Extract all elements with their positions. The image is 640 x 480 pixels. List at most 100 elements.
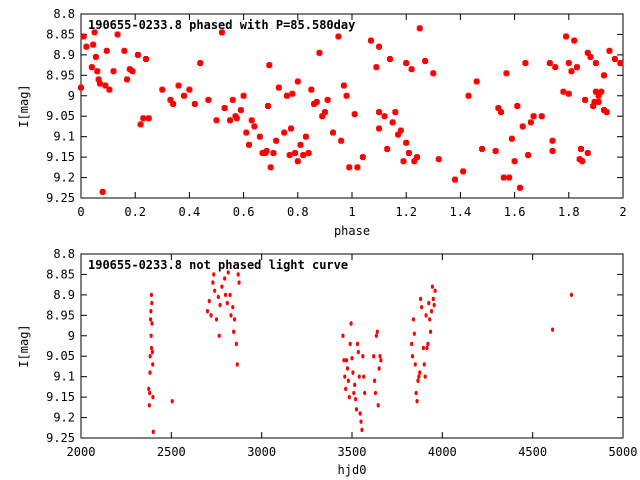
data-point	[582, 96, 589, 103]
data-point	[305, 150, 312, 157]
data-point	[302, 133, 309, 140]
data-point	[511, 158, 518, 165]
data-point	[212, 272, 216, 277]
data-point	[151, 394, 155, 400]
data-point	[340, 82, 347, 89]
data-point	[286, 152, 293, 159]
data-point	[313, 98, 320, 105]
data-point	[223, 292, 228, 298]
data-point	[405, 150, 412, 157]
data-point	[225, 300, 229, 306]
data-point	[232, 329, 236, 334]
data-point	[517, 184, 524, 191]
x-tick-label: 0.4	[179, 205, 201, 219]
data-point	[412, 331, 416, 336]
data-point	[577, 145, 584, 152]
y-tick-label: 8.85	[46, 267, 75, 281]
data-point	[267, 164, 274, 171]
data-point	[205, 309, 210, 314]
data-point	[373, 64, 380, 71]
data-point	[392, 109, 399, 116]
data-point	[419, 296, 423, 302]
data-point	[498, 109, 505, 116]
data-point	[94, 68, 101, 75]
data-point	[522, 60, 529, 67]
data-point	[389, 119, 396, 126]
data-point	[148, 370, 152, 375]
data-point	[256, 133, 263, 140]
data-point	[576, 156, 583, 163]
y-tick-label: 8.8	[53, 7, 75, 21]
data-point	[266, 62, 273, 69]
data-point	[422, 362, 426, 367]
x-tick-label: 3000	[247, 445, 276, 459]
data-point	[601, 72, 608, 79]
data-point	[147, 403, 151, 408]
data-point	[288, 125, 295, 132]
data-point	[361, 354, 365, 359]
data-point	[379, 358, 383, 363]
data-point	[91, 29, 98, 36]
data-point	[90, 41, 97, 48]
data-point	[403, 139, 410, 146]
data-point	[378, 354, 382, 359]
unphased-light-curve-panel: 2000 2500 3000 3500 4000 4500 5000 8.88.858.98…	[17, 247, 637, 477]
data-point	[297, 141, 304, 148]
data-point	[425, 345, 429, 351]
data-point	[400, 158, 407, 165]
data-point	[205, 96, 212, 103]
data-point	[519, 123, 526, 130]
data-point	[354, 407, 359, 412]
y-tick-label: 8.8	[53, 247, 75, 261]
data-point	[419, 304, 424, 310]
data-point	[590, 103, 597, 109]
data-point	[344, 358, 349, 363]
data-point	[550, 327, 555, 332]
data-point	[263, 147, 270, 154]
x-axis-label: hjd0	[338, 463, 367, 477]
data-point	[514, 103, 521, 109]
data-point	[465, 92, 472, 99]
data-point	[571, 37, 578, 44]
x-tick-label: 2	[619, 205, 626, 219]
data-point	[397, 127, 404, 134]
data-point	[595, 92, 602, 99]
x-axis-label: phase	[334, 224, 370, 238]
data-point	[546, 60, 553, 67]
data-point	[552, 64, 559, 71]
x-tick-label: 5000	[609, 445, 638, 459]
data-point	[355, 341, 360, 347]
data-point	[83, 43, 90, 50]
data-point	[234, 341, 238, 347]
data-point	[186, 86, 193, 93]
data-point	[335, 33, 342, 40]
y-tick-label: 9.25	[46, 191, 75, 205]
x-tick-label: 0	[77, 205, 84, 219]
data-point	[148, 317, 153, 322]
data-point	[348, 341, 352, 347]
data-point	[251, 123, 258, 130]
data-point	[417, 374, 421, 379]
data-point	[345, 366, 350, 371]
y-tick-label: 8.9	[53, 48, 75, 62]
data-point	[151, 429, 155, 435]
data-point	[145, 115, 152, 122]
data-point	[606, 47, 613, 54]
data-point	[170, 399, 174, 404]
data-point	[362, 374, 366, 379]
x-axis-ticks: 0 0.2 0.4 0.6 0.8 1 1.2 1.4 1.6 1.8 2	[77, 14, 627, 219]
y-tick-label: 9.2	[53, 411, 75, 425]
y-tick-label: 9	[68, 329, 75, 343]
y-tick-label: 8.85	[46, 27, 75, 41]
data-point	[149, 345, 154, 351]
data-point	[121, 47, 128, 54]
data-point	[424, 313, 428, 318]
data-point	[344, 386, 348, 392]
data-point	[418, 370, 422, 375]
data-point	[88, 64, 95, 71]
data-point	[102, 82, 109, 89]
data-point	[354, 396, 358, 402]
data-point	[376, 109, 383, 116]
x-tick-label: 3500	[338, 445, 367, 459]
data-point	[403, 60, 410, 67]
